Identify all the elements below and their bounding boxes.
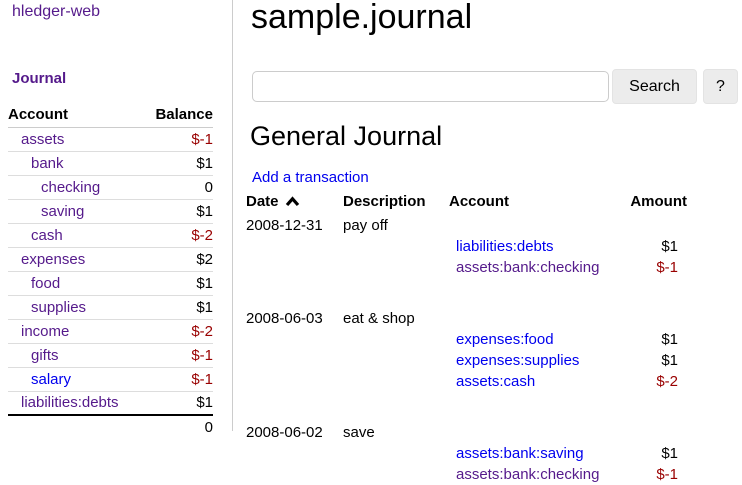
- sidebar: hledger-web Journal Account Balance asse…: [0, 0, 233, 439]
- posting-row: liabilities:debts $1: [246, 236, 687, 257]
- transaction-description: save: [343, 424, 375, 441]
- accounts-balance-table: Account Balance assets $-1 bank $1 check…: [8, 103, 213, 439]
- account-balance: $1: [110, 295, 213, 320]
- accounts-header-account: Account: [8, 103, 111, 128]
- account-balance: $1: [110, 271, 213, 296]
- account-row: supplies $1: [8, 295, 213, 320]
- account-row: liabilities:debts $1: [8, 391, 213, 416]
- account-row: bank $1: [8, 151, 213, 176]
- posting-amount: $1: [661, 331, 678, 348]
- transaction-spacer-row: [246, 392, 687, 422]
- help-button[interactable]: ?: [703, 69, 738, 104]
- account-balance: $1: [110, 151, 213, 176]
- account-row: assets $-1: [8, 127, 213, 152]
- search-button[interactable]: Search: [612, 69, 697, 104]
- search-input[interactable]: [252, 71, 609, 102]
- posting-row: assets:bank:saving $1: [246, 443, 687, 464]
- transaction-date: 2008-06-03: [246, 310, 323, 327]
- journal-header-amount: Amount: [630, 193, 687, 210]
- posting-account-link[interactable]: assets:bank:checking: [456, 259, 600, 276]
- posting-row: expenses:food $1: [246, 329, 687, 350]
- account-link[interactable]: liabilities:debts: [21, 394, 119, 412]
- accounts-total-value: 0: [110, 414, 213, 439]
- account-link[interactable]: gifts: [31, 346, 59, 364]
- account-row: cash $-2: [8, 223, 213, 248]
- account-row: income $-2: [8, 319, 213, 344]
- account-link[interactable]: assets: [21, 130, 65, 148]
- transaction-spacer-row: [246, 278, 687, 308]
- account-balance: $-2: [110, 319, 213, 344]
- posting-account-link[interactable]: expenses:food: [456, 331, 554, 348]
- journal-header-row: Date Description Account Amount: [246, 193, 687, 215]
- account-link[interactable]: income: [21, 322, 70, 340]
- accounts-total-row: 0: [8, 414, 213, 439]
- account-row: gifts $-1: [8, 343, 213, 368]
- accounts-header-balance: Balance: [110, 103, 213, 128]
- posting-amount: $1: [661, 238, 678, 255]
- account-balance: $-1: [110, 343, 213, 368]
- posting-amount: $-1: [656, 466, 678, 483]
- journal-table: Date Description Account Amount 2008-12-…: [246, 193, 687, 485]
- account-link[interactable]: expenses: [21, 250, 86, 268]
- journal-header-account: Account: [449, 193, 509, 210]
- sidebar-item-journal[interactable]: Journal: [12, 70, 67, 87]
- page-title: sample.journal: [251, 0, 473, 36]
- account-row: checking 0: [8, 175, 213, 200]
- transaction-title-row: 2008-06-03 eat & shop: [246, 308, 687, 329]
- posting-amount: $-2: [656, 373, 678, 390]
- main-content: sample.journal Search ? General Journal …: [234, 0, 742, 483]
- posting-row: assets:bank:checking $-1: [246, 257, 687, 278]
- posting-amount: $1: [661, 352, 678, 369]
- account-balance: $-1: [110, 367, 213, 392]
- posting-row: assets:bank:checking $-1: [246, 464, 687, 485]
- chevron-up-icon: [285, 194, 300, 211]
- account-link[interactable]: saving: [41, 202, 85, 220]
- transaction-title-row: 2008-06-02 save: [246, 422, 687, 443]
- posting-account-link[interactable]: liabilities:debts: [456, 238, 554, 255]
- transaction-description: pay off: [343, 217, 388, 234]
- app-title-link[interactable]: hledger-web: [12, 3, 101, 20]
- account-link[interactable]: checking: [41, 178, 101, 196]
- account-balance: $-1: [110, 127, 213, 152]
- account-row: expenses $2: [8, 247, 213, 272]
- account-link[interactable]: bank: [31, 154, 64, 172]
- account-balance: $1: [110, 199, 213, 224]
- account-link[interactable]: food: [31, 274, 61, 292]
- transaction-date: 2008-06-02: [246, 424, 323, 441]
- posting-account-link[interactable]: expenses:supplies: [456, 352, 580, 369]
- account-balance: $2: [110, 247, 213, 272]
- section-title: General Journal: [250, 121, 443, 151]
- add-transaction-link[interactable]: Add a transaction: [252, 169, 369, 186]
- account-row: salary $-1: [8, 367, 213, 392]
- transaction-date: 2008-12-31: [246, 217, 323, 234]
- journal-header-description: Description: [343, 193, 426, 210]
- account-row: saving $1: [8, 199, 213, 224]
- posting-account-link[interactable]: assets:bank:saving: [456, 445, 584, 462]
- posting-row: expenses:supplies $1: [246, 350, 687, 371]
- transaction-title-row: 2008-12-31 pay off: [246, 215, 687, 236]
- account-row: food $1: [8, 271, 213, 296]
- account-link[interactable]: cash: [31, 226, 63, 244]
- posting-account-link[interactable]: assets:bank:checking: [456, 466, 600, 483]
- posting-row: assets:cash $-2: [246, 371, 687, 392]
- posting-account-link[interactable]: assets:cash: [456, 373, 536, 390]
- account-link[interactable]: salary: [31, 370, 72, 388]
- posting-amount: $1: [661, 445, 678, 462]
- account-balance: 0: [110, 175, 213, 200]
- posting-amount: $-1: [656, 259, 678, 276]
- transaction-description: eat & shop: [343, 310, 415, 327]
- journal-header-date[interactable]: Date: [246, 193, 343, 215]
- account-balance: $-2: [110, 223, 213, 248]
- account-balance: $1: [110, 391, 213, 416]
- accounts-header-row: Account Balance: [8, 103, 213, 128]
- account-link[interactable]: supplies: [31, 298, 87, 316]
